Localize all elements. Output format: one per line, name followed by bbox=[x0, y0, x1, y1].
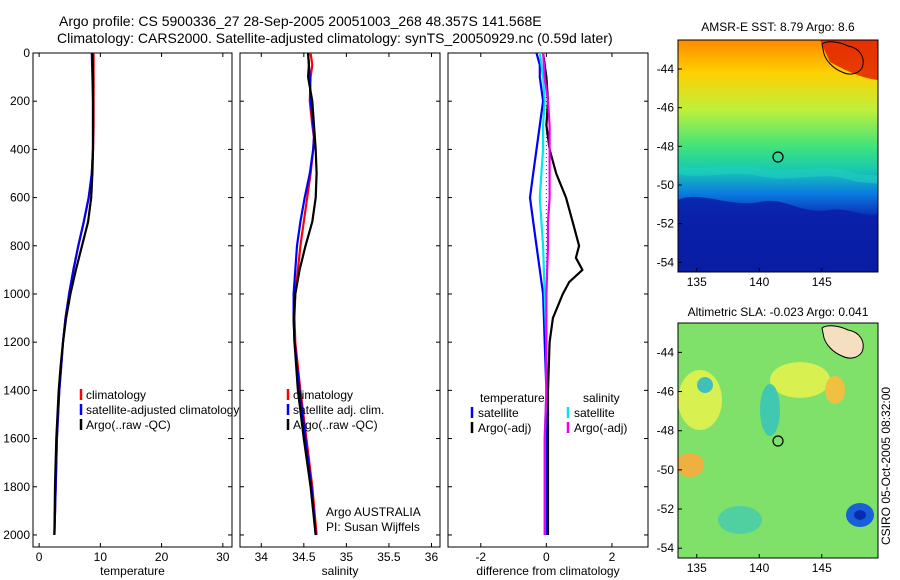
y-tick-label: 600 bbox=[10, 191, 30, 205]
sla-orange-2 bbox=[825, 376, 845, 404]
x-tick-label: 20 bbox=[155, 550, 169, 564]
sla-map-frame bbox=[677, 322, 879, 559]
legend-label: climatology bbox=[293, 388, 353, 402]
sla-cyan-2 bbox=[718, 506, 762, 534]
legend-label: satellite bbox=[478, 406, 519, 420]
map-y-tick-label: -46 bbox=[657, 385, 675, 399]
x-tick-label: 10 bbox=[94, 550, 108, 564]
sla-map-title: Altimetric SLA: -0.023 Argo: 0.041 bbox=[688, 305, 869, 319]
sla-orange-1 bbox=[678, 453, 704, 477]
y-tick-label: 1600 bbox=[3, 432, 30, 446]
annotation: PI: Susan Wijffels bbox=[326, 520, 420, 534]
sla-yellow-2 bbox=[770, 362, 830, 398]
sst-map: AMSR-E SST: 8.79 Argo: 8.6 bbox=[677, 20, 879, 273]
map-y-tick-label: -54 bbox=[657, 541, 675, 555]
x-tick-label: 0 bbox=[36, 550, 43, 564]
x-tick-label: 35.5 bbox=[377, 550, 401, 564]
map-y-tick-label: -48 bbox=[657, 424, 675, 438]
map-y-tick-label: -48 bbox=[657, 139, 675, 153]
y-tick-label: 0 bbox=[23, 46, 30, 60]
x-tick-label: 35 bbox=[340, 550, 354, 564]
series-line-salinity-argo-adj- bbox=[542, 52, 551, 535]
legend-label: satellite-adjusted climatology bbox=[86, 403, 239, 417]
x-axis-label: salinity bbox=[322, 564, 359, 578]
series-line-argo-raw-qc- bbox=[53, 52, 95, 536]
y-tick-label: 1400 bbox=[3, 383, 30, 397]
x-tick-label: -2 bbox=[475, 550, 486, 564]
sst-map-frame bbox=[677, 39, 879, 273]
map-y-tick-label: -52 bbox=[657, 502, 675, 516]
x-axis-label: difference from climatology bbox=[476, 564, 619, 578]
map-y-tick-label: -52 bbox=[657, 217, 675, 231]
sst-warm-patch bbox=[820, 40, 878, 80]
map-y-tick-label: -44 bbox=[657, 62, 675, 76]
map-y-tick-label: -54 bbox=[657, 255, 675, 269]
x-axis-label: temperature bbox=[100, 564, 165, 578]
map-y-tick-label: -46 bbox=[657, 101, 675, 115]
map-y-tick-label: -50 bbox=[657, 463, 675, 477]
plot-frame bbox=[239, 52, 441, 548]
header-line2: Climatology: CARS2000. Satellite-adjuste… bbox=[57, 30, 613, 46]
y-tick-label: 800 bbox=[10, 239, 30, 253]
tasmania-outline-2 bbox=[821, 325, 864, 359]
header-line1: Argo profile: CS 5900336_27 28-Sep-2005 … bbox=[59, 13, 542, 29]
sst-front bbox=[678, 165, 878, 184]
profile-panel-2: 34 34.5 35 35.5 36 salinity climatologysatelli… bbox=[239, 52, 441, 578]
x-tick-label: 2 bbox=[609, 550, 616, 564]
sst-cold-tongue bbox=[678, 196, 878, 272]
sla-argo-marker bbox=[772, 435, 784, 447]
legend-label: Argo(..raw -QC) bbox=[293, 418, 378, 432]
x-tick-label: 34.5 bbox=[292, 550, 316, 564]
sst-argo-marker bbox=[772, 151, 784, 163]
y-tick-label: 1800 bbox=[3, 480, 30, 494]
sla-blue-2 bbox=[854, 510, 866, 520]
x-tick-label: 30 bbox=[216, 550, 230, 564]
legend-label: satellite adj. clim. bbox=[293, 403, 384, 417]
legend-group-title: temperature bbox=[480, 391, 545, 405]
y-tick-label: 1200 bbox=[3, 335, 30, 349]
sla-field bbox=[678, 323, 878, 558]
series-line-satellite-adj-clim- bbox=[292, 52, 317, 536]
map-axes-1: 135 140 145 -44 -46 -48 -50 -52 -54 bbox=[657, 62, 832, 289]
series-line-argo-raw-qc- bbox=[292, 52, 318, 536]
map-x-tick-label: 135 bbox=[687, 275, 707, 289]
legend-label: climatology bbox=[86, 388, 146, 402]
y-tick-label: 1000 bbox=[3, 287, 30, 301]
annotation: Argo AUSTRALIA bbox=[326, 505, 421, 519]
legend-group-title: salinity bbox=[583, 391, 620, 405]
sla-cyan-1 bbox=[760, 384, 780, 436]
series-line-temperature-argo-adj- bbox=[542, 52, 584, 535]
legend-label: Argo(-adj) bbox=[478, 421, 531, 435]
map-x-tick-label: 145 bbox=[812, 561, 832, 575]
profile-panel-1: 0 10 20 30 0 200 400 600 800 1000 1200 1400 1600 1800… bbox=[3, 46, 239, 578]
y-tick-label: 400 bbox=[10, 142, 30, 156]
legend-label: satellite bbox=[574, 406, 615, 420]
y-tick-label: 200 bbox=[10, 94, 30, 108]
map-x-tick-label: 145 bbox=[812, 275, 832, 289]
sla-map: Altimetric SLA: -0.023 Argo: 0.041 bbox=[677, 305, 879, 559]
y-tick-label: 2000 bbox=[3, 528, 30, 542]
footer-credit: CSIRO 05-Oct-2005 08:32:00 bbox=[879, 387, 893, 545]
legend-label: Argo(-adj) bbox=[574, 421, 627, 435]
map-y-tick-label: -44 bbox=[657, 345, 675, 359]
map-x-tick-label: 140 bbox=[749, 275, 769, 289]
sst-map-title: AMSR-E SST: 8.79 Argo: 8.6 bbox=[701, 20, 855, 34]
x-tick-label: 34 bbox=[255, 550, 269, 564]
tasmania-outline bbox=[821, 41, 864, 75]
map-x-tick-label: 140 bbox=[749, 561, 769, 575]
map-axes-2: 135 140 145 -44 -46 -48 -50 -52 -54 bbox=[657, 345, 832, 575]
sla-cyan-3 bbox=[697, 377, 713, 393]
x-tick-label: 0 bbox=[543, 550, 550, 564]
plot-frame bbox=[32, 52, 233, 548]
legend-label: Argo(..raw -QC) bbox=[86, 418, 171, 432]
map-y-tick-label: -50 bbox=[657, 178, 675, 192]
x-tick-label: 36 bbox=[425, 550, 439, 564]
map-x-tick-label: 135 bbox=[687, 561, 707, 575]
